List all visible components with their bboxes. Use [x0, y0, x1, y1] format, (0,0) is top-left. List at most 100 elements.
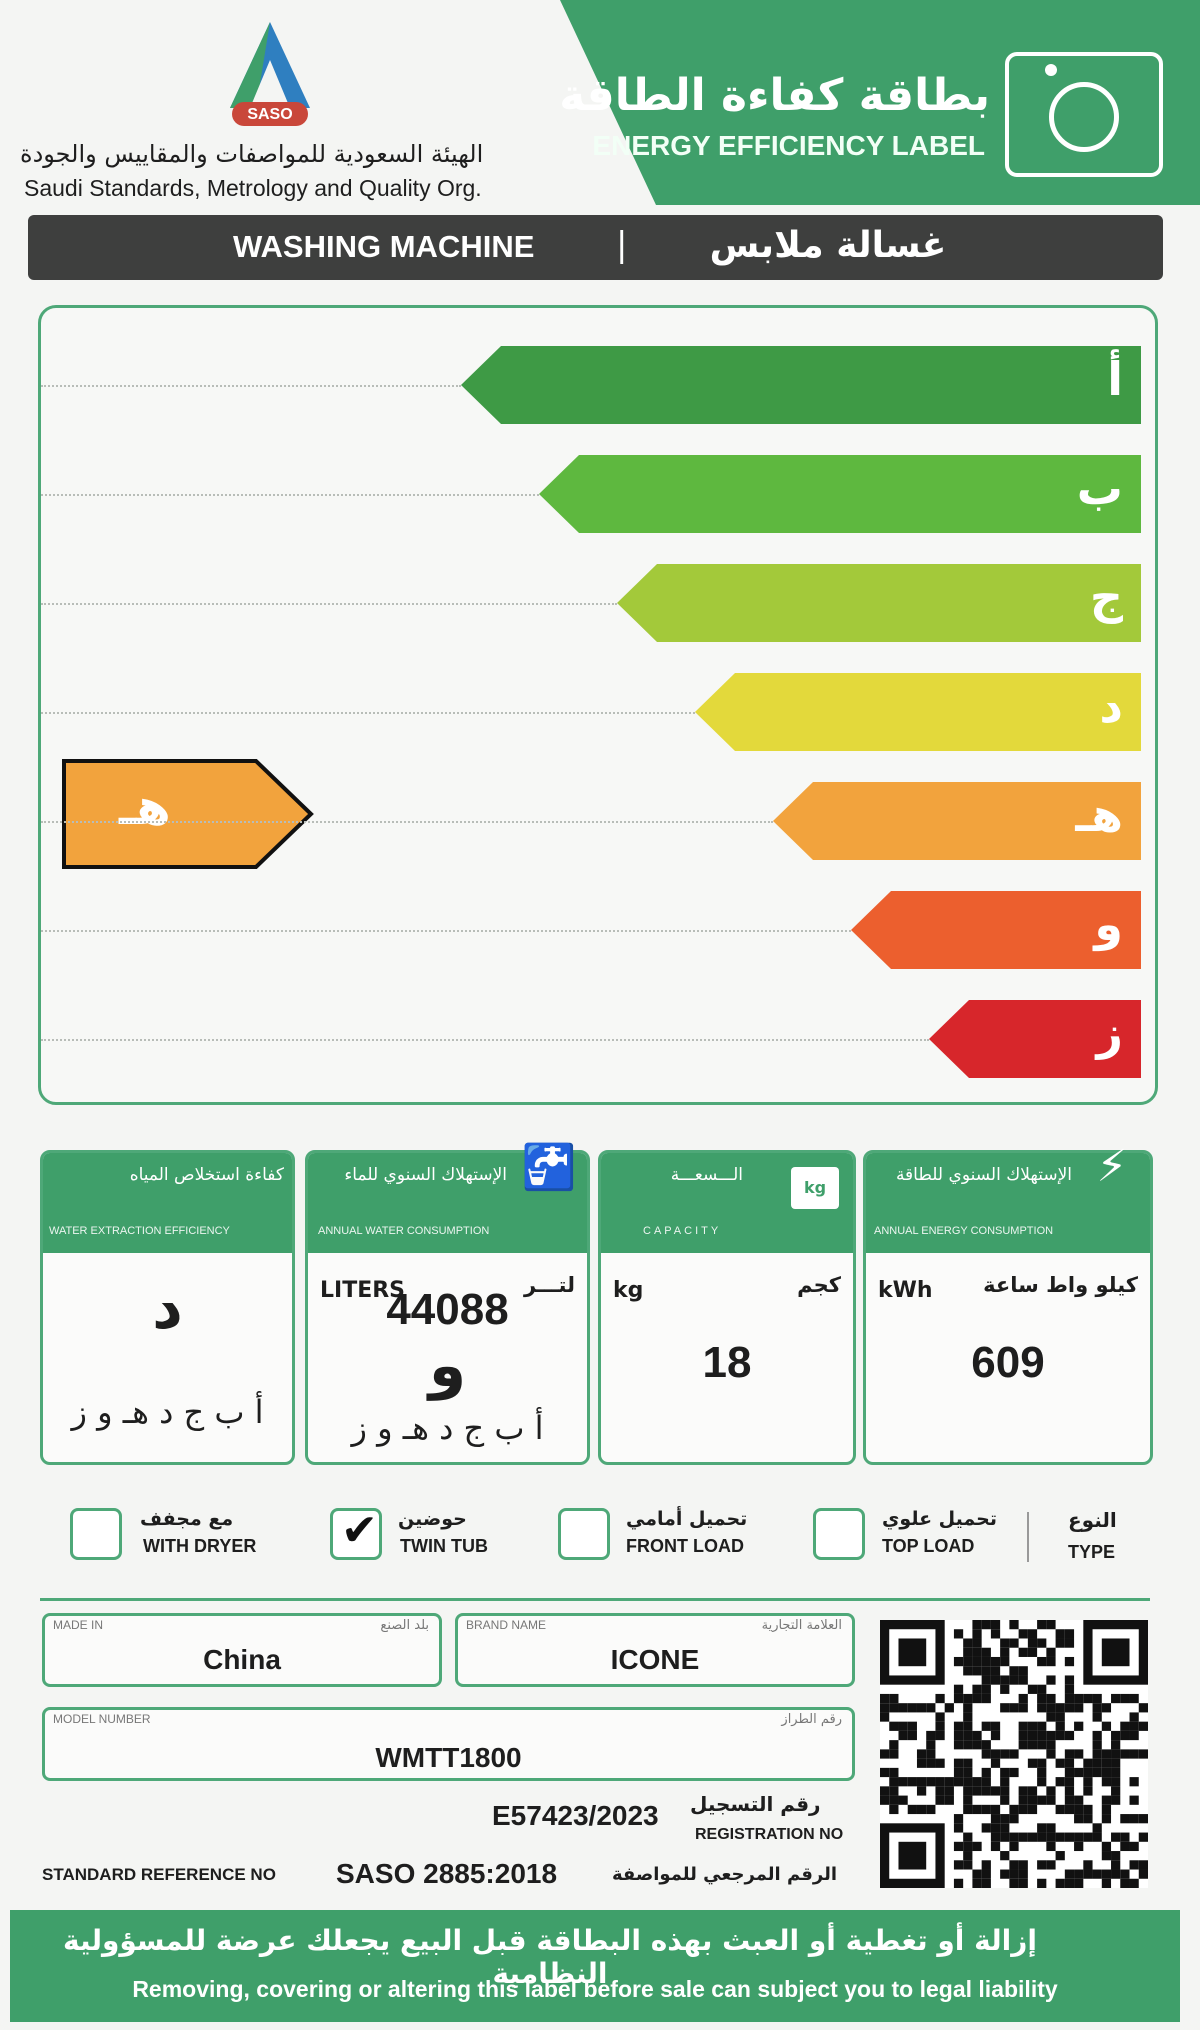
capacity-unit-en: kg [613, 1278, 644, 1303]
water-extraction-grade: د [152, 1273, 183, 1343]
brand-label-ar: العلامة التجارية [761, 1618, 842, 1633]
capacity-unit-ar: كجم [797, 1273, 841, 1297]
brand-label-en: BRAND NAME [466, 1618, 547, 1632]
capacity-box: الـــسعـــة CAPACITY kg kg كجم 18 [598, 1150, 856, 1465]
rating-bar-letter: هـ [1075, 788, 1123, 842]
rating-guide-line [41, 712, 695, 714]
brand-value: ICONE [610, 1644, 700, 1675]
lightning-icon: ⚡ [1096, 1141, 1128, 1192]
energy-unit-ar: كيلو واط ساعة [983, 1273, 1138, 1297]
twin-tub-label-ar: حوضين [398, 1508, 467, 1530]
type-separator [1027, 1512, 1029, 1562]
check-icon: ✔ [341, 1505, 378, 1556]
top-load-label-ar: تحميل علوي [882, 1508, 997, 1530]
rating-bar-letter: د [1099, 679, 1123, 733]
front-load-checkbox[interactable] [558, 1508, 610, 1560]
registration-label-ar: رقم التسجيل [690, 1792, 821, 1816]
water-extraction-scale: أ ب ج د هـ و ز [71, 1393, 264, 1431]
made-in-label-en: MADE IN [53, 1618, 104, 1632]
capacity-title-ar: الـــسعـــة [670, 1165, 743, 1185]
selected-grade-pointer [62, 759, 314, 869]
rating-bar-letter: و [1094, 897, 1123, 951]
section-divider [40, 1598, 1150, 1601]
with-dryer-checkbox[interactable] [70, 1508, 122, 1560]
energy-unit-en: kWh [878, 1278, 933, 1303]
logo-text: SASO [247, 106, 292, 123]
water-consumption-box: الإستهلاك السنوي للماء ANNUAL WATER CONS… [305, 1142, 590, 1465]
type-label-en: TYPE [1068, 1542, 1116, 1562]
product-type-en: WASHING MACHINE [233, 229, 535, 264]
rating-bar-letter: ز [1096, 1006, 1123, 1060]
rating-bar-2: ب [539, 455, 1141, 533]
twin-tub-label-en: TWIN TUB [400, 1536, 488, 1556]
water-value: 44088 [386, 1285, 509, 1334]
water-grade: و [428, 1331, 467, 1401]
model-value: WMTT1800 [375, 1742, 522, 1773]
saso-logo: SASO [230, 22, 310, 126]
label-title-en: ENERGY EFFICIENCY LABEL [592, 130, 985, 161]
water-extraction-box: كفاءة استخلاص المياه WATER EXTRACTION EF… [40, 1150, 295, 1465]
standard-number: SASO 2885:2018 [336, 1858, 558, 1889]
energy-consumption-title-en: ANNUAL ENERGY CONSUMPTION [874, 1225, 1054, 1237]
model-label-en: MODEL NUMBER [53, 1712, 151, 1726]
rating-bar-5: هـ [773, 782, 1141, 860]
energy-rating-panel: هـ أ ب ج د هـ و ز [38, 305, 1158, 1105]
type-label-ar: النوع [1068, 1508, 1117, 1532]
product-type-bar: WASHING MACHINE | غسالة ملابس [28, 215, 1163, 280]
top-load-checkbox[interactable] [813, 1508, 865, 1560]
made-in-label-ar: بلد الصنع [380, 1618, 429, 1633]
capacity-title-en: CAPACITY [643, 1225, 722, 1237]
warning-text-en: Removing, covering or altering this labe… [132, 1976, 1058, 2002]
rating-bar-letter: أ [1107, 352, 1123, 406]
water-extraction-title-ar: كفاءة استخلاص المياه [129, 1165, 284, 1185]
faucet-icon: 🚰 [521, 1142, 577, 1193]
energy-consumption-header: الإستهلاك السنوي للطاقة ANNUAL ENERGY CO… [866, 1141, 1150, 1253]
brand-field: BRAND NAME العلامة التجارية ICONE [455, 1613, 855, 1687]
rating-guide-line [41, 385, 461, 387]
rating-guide-line [41, 821, 773, 823]
product-type-ar: غسالة ملابس [709, 225, 947, 266]
qr-code[interactable] [880, 1620, 1148, 1888]
twin-tub-checkbox[interactable]: ✔ [330, 1505, 382, 1560]
top-load-label-en: TOP LOAD [882, 1536, 975, 1556]
water-consumption-title-en: ANNUAL WATER CONSUMPTION [318, 1225, 490, 1237]
standard-label-en: STANDARD REFERENCE NO [42, 1865, 276, 1884]
standard-label-ar: الرقم المرجعي للمواصفة [612, 1864, 837, 1885]
rating-guide-line [41, 930, 851, 932]
model-field: MODEL NUMBER رقم الطراز WMTT1800 [42, 1707, 855, 1781]
org-name-en: Saudi Standards, Metrology and Quality O… [24, 175, 482, 201]
made-in-field: MADE IN بلد الصنع China [42, 1613, 442, 1687]
registration-number: E57423/2023 [492, 1800, 659, 1831]
energy-consumption-box: الإستهلاك السنوي للطاقة ANNUAL ENERGY CO… [863, 1141, 1153, 1465]
capacity-value: 18 [702, 1338, 752, 1387]
water-consumption-title-ar: الإستهلاك السنوي للماء [344, 1165, 507, 1185]
rating-guide-line [41, 494, 539, 496]
rating-bar-1: أ [461, 346, 1141, 424]
product-type-separator: | [616, 225, 628, 265]
warning-text-ar: إزالة أو تغطية أو العبث بهذه البطاقة قبل… [63, 1924, 1037, 1990]
with-dryer-label-ar: مع مجفف [140, 1508, 234, 1530]
rating-bar-letter: ج [1089, 570, 1123, 624]
selected-grade-letter: هـ [119, 778, 171, 836]
water-consumption-header: الإستهلاك السنوي للماء ANNUAL WATER CONS… [308, 1142, 587, 1253]
warning-footer: إزالة أو تغطية أو العبث بهذه البطاقة قبل… [10, 1910, 1180, 2022]
rating-bar-letter: ب [1076, 461, 1123, 515]
rating-bar-4: د [695, 673, 1141, 751]
tshirt-icon: kg [785, 1141, 845, 1213]
energy-value: 609 [971, 1338, 1045, 1387]
rating-guide-line [41, 603, 617, 605]
rating-bar-7: ز [929, 1000, 1141, 1078]
capacity-header: الـــسعـــة CAPACITY kg [601, 1153, 853, 1253]
water-unit-en: LITERS [320, 1278, 406, 1303]
registration-label-en: REGISTRATION NO [695, 1826, 844, 1843]
front-load-label-ar: تحميل أمامي [626, 1508, 748, 1530]
energy-consumption-title-ar: الإستهلاك السنوي للطاقة [895, 1165, 1072, 1185]
water-unit-ar: لتـــر [523, 1273, 575, 1297]
rating-bar-3: ج [617, 564, 1141, 642]
model-label-ar: رقم الطراز [781, 1712, 842, 1727]
label-title-ar: بطاقة كفاءة الطاقة [559, 70, 990, 121]
made-in-value: China [203, 1644, 281, 1675]
water-extraction-header: كفاءة استخلاص المياه WATER EXTRACTION EF… [43, 1153, 292, 1253]
rating-guide-line [41, 1039, 929, 1041]
